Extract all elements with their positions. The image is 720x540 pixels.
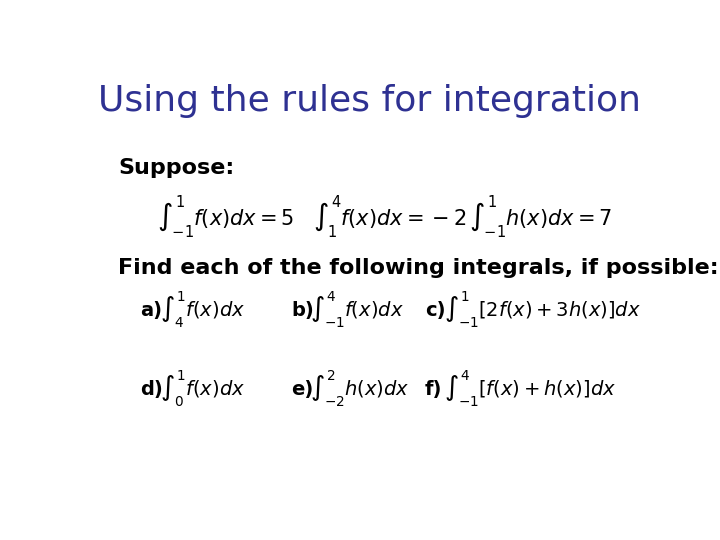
Text: $\int_{-1}^{1} h(x)dx = 7$: $\int_{-1}^{1} h(x)dx = 7$ (469, 193, 613, 240)
Text: $\int_{1}^{4} f(x)dx = -2$: $\int_{1}^{4} f(x)dx = -2$ (313, 193, 467, 240)
Text: $\int_{-1}^{4}\left[f(x)+h(x)\right]dx$: $\int_{-1}^{4}\left[f(x)+h(x)\right]dx$ (444, 369, 616, 409)
Text: Suppose:: Suppose: (118, 158, 234, 178)
Text: a): a) (140, 301, 162, 320)
Text: f): f) (425, 380, 442, 399)
Text: $\int_{-2}^{2} h(x)dx$: $\int_{-2}^{2} h(x)dx$ (310, 369, 410, 409)
Text: $\int_{0}^{1} f(x)dx$: $\int_{0}^{1} f(x)dx$ (160, 369, 245, 409)
Text: e): e) (291, 380, 313, 399)
Text: $\int_{4}^{1} f(x)dx$: $\int_{4}^{1} f(x)dx$ (160, 290, 245, 330)
Text: Find each of the following integrals, if possible:: Find each of the following integrals, if… (118, 258, 719, 278)
Text: Using the rules for integration: Using the rules for integration (97, 84, 641, 118)
Text: $\int_{-1}^{1}\left[2f(x)+3h(x)\right]dx$: $\int_{-1}^{1}\left[2f(x)+3h(x)\right]dx… (444, 290, 642, 330)
Text: $\int_{-1}^{1} f(x)dx = 5$: $\int_{-1}^{1} f(x)dx = 5$ (157, 193, 294, 240)
Text: $\int_{-1}^{4} f(x)dx$: $\int_{-1}^{4} f(x)dx$ (310, 290, 404, 330)
Text: c): c) (425, 301, 445, 320)
Text: b): b) (291, 301, 314, 320)
Text: d): d) (140, 380, 163, 399)
